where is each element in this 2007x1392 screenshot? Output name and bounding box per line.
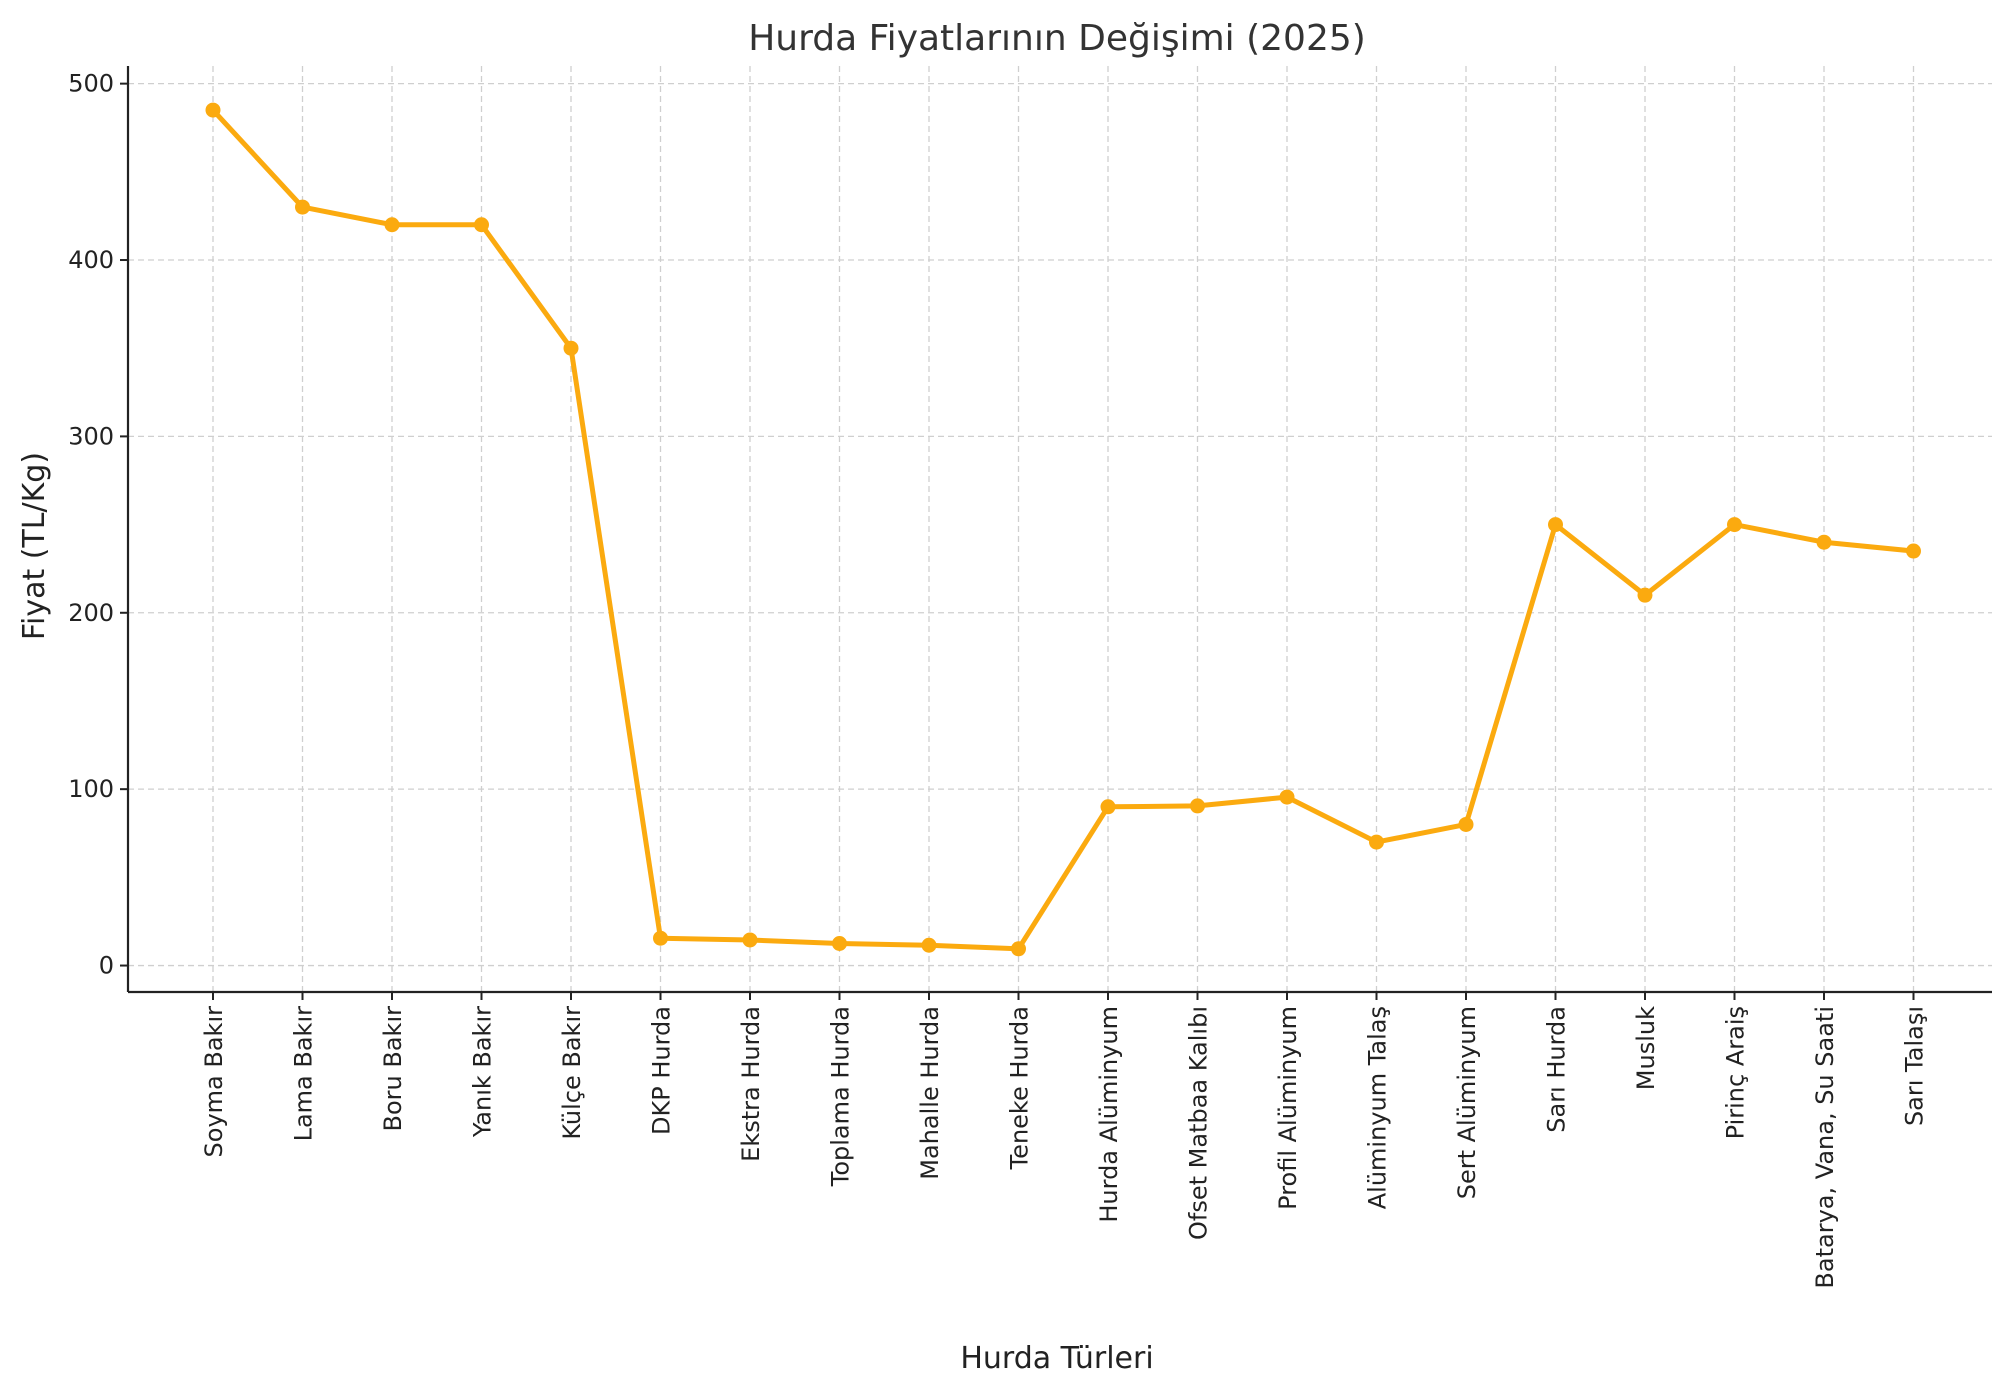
x-tick-label: Külçe Bakır	[558, 1006, 586, 1140]
x-tick-label: Ekstra Hurda	[737, 1006, 765, 1162]
data-point	[1637, 587, 1653, 603]
data-point	[1458, 816, 1474, 832]
x-tick-label: Musluk	[1632, 1006, 1660, 1090]
data-point	[653, 930, 668, 946]
data-point	[742, 932, 758, 948]
data-point	[295, 199, 310, 215]
series-line	[211, 108, 1914, 952]
x-tick-label: Sarı Talaşı	[1901, 1006, 1929, 1126]
data-point	[474, 217, 489, 233]
ticks: 0 100 200 300 400 500 Soyma Bakır Lama Bakır Bor…	[68, 70, 1928, 1289]
x-tick-label: Sarı Hurda	[1543, 1006, 1571, 1133]
data-point	[832, 935, 847, 951]
chart-title: Hurda Fiyatlarının Değişimi (2025)	[748, 18, 1366, 59]
data-point	[1906, 543, 1921, 559]
x-tick-label: Hurda Alüminyum	[1095, 1006, 1123, 1223]
data-point	[1727, 517, 1742, 533]
x-tick-label: Batarya, Vana, Su Saati	[1811, 1006, 1839, 1289]
x-tick-label: Alüminyum Talaş	[1364, 1006, 1392, 1209]
y-tick-label: 400	[68, 246, 114, 274]
x-axis-label: Hurda Türleri	[960, 1341, 1153, 1376]
x-tick-label: Soyma Bakır	[200, 1006, 228, 1158]
data-point	[1816, 534, 1832, 550]
x-tick-label: Sert Alüminyum	[1453, 1006, 1481, 1199]
y-axis-label: Fiyat (TL/Kg)	[17, 452, 52, 640]
x-tick-label: Teneke Hurda	[1006, 1006, 1034, 1170]
y-tick-label: 0	[99, 952, 114, 980]
data-point	[1100, 799, 1116, 815]
y-tick-label: 200	[68, 599, 114, 627]
x-tick-label: Mahalle Hurda	[916, 1006, 944, 1180]
data-point	[1190, 798, 1205, 814]
grid	[128, 66, 1992, 992]
x-tick-label: Lama Bakır	[290, 1006, 318, 1142]
series	[205, 102, 1921, 957]
y-tick-label: 500	[68, 70, 114, 98]
y-tick-label: 100	[68, 775, 114, 803]
data-point	[921, 937, 937, 953]
data-point	[1548, 517, 1563, 533]
data-point	[563, 340, 579, 356]
x-tick-label: Boru Bakır	[379, 1006, 407, 1132]
data-point	[1011, 941, 1026, 957]
x-tick-label: DKP Hurda	[648, 1006, 676, 1135]
y-tick-label: 300	[68, 422, 114, 450]
x-tick-label: Toplama Hurda	[827, 1006, 855, 1187]
x-tick-label: Ofset Matbaa Kalıbı	[1185, 1006, 1213, 1240]
data-point	[1279, 789, 1295, 805]
data-point	[1369, 834, 1384, 850]
data-point	[384, 217, 400, 233]
data-point	[205, 102, 221, 118]
axes	[126, 66, 1992, 994]
x-tick-label: Profil Alüminyum	[1274, 1006, 1302, 1210]
x-tick-label: Yanık Bakır	[469, 1006, 497, 1138]
x-tick-label: Pirinç Araiş	[1722, 1006, 1750, 1139]
